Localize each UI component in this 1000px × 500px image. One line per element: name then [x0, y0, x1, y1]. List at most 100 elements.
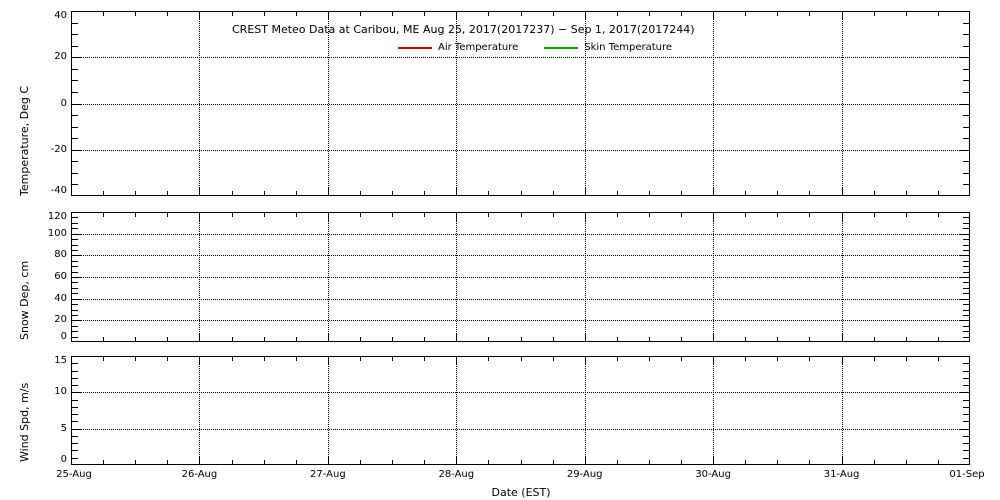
ytick-minor [71, 228, 78, 229]
xtick-minor [103, 191, 104, 196]
xtick-minor [264, 356, 265, 361]
xtick-minor [135, 11, 136, 16]
panel-snow-depth [71, 212, 970, 342]
ytick-minor [71, 315, 78, 316]
xtick-major [585, 187, 586, 196]
ytick-minor [71, 184, 78, 185]
ytick-label: 120 [47, 211, 67, 222]
ytick-minor [963, 414, 970, 415]
xtick-minor [809, 337, 810, 342]
xtick-minor [777, 212, 778, 217]
ytick-minor [963, 385, 970, 386]
xtick-minor [360, 460, 361, 465]
xtick-major [199, 11, 200, 20]
gridline-horizontal [71, 392, 970, 394]
xtick-major [456, 11, 457, 20]
ytick-minor [963, 293, 970, 294]
legend-swatch [398, 46, 432, 49]
xtick-major [585, 356, 586, 365]
xtick-minor [938, 460, 939, 465]
ytick-minor [71, 458, 78, 459]
ytick-major [959, 255, 970, 256]
chart-legend: Air Temperature Skin Temperature [398, 42, 698, 54]
xtick-minor [360, 212, 361, 217]
xtick-major [328, 187, 329, 196]
xtick-minor [521, 191, 522, 196]
ytick-minor [963, 261, 970, 262]
xtick-minor [264, 191, 265, 196]
legend-item: Air Temperature [398, 42, 518, 54]
xtick-minor [777, 337, 778, 342]
xtick-minor [938, 212, 939, 217]
xtick-major [713, 187, 714, 196]
ytick-minor [71, 421, 78, 422]
xtick-minor [264, 460, 265, 465]
legend-swatch [544, 46, 579, 49]
ytick-minor [963, 363, 970, 364]
xtick-label: 29-Aug [566, 469, 603, 480]
xtick-minor [617, 11, 618, 16]
gridline-horizontal [71, 255, 970, 257]
ytick-major [959, 104, 970, 105]
xtick-minor [809, 460, 810, 465]
xtick-minor [488, 356, 489, 361]
xtick-major [328, 333, 329, 342]
xtick-major [199, 333, 200, 342]
xtick-major [456, 187, 457, 196]
xtick-minor [745, 212, 746, 217]
xtick-major [328, 11, 329, 20]
xtick-minor [424, 212, 425, 217]
gridline-horizontal [71, 57, 970, 59]
ytick-minor [963, 92, 970, 93]
xtick-minor [681, 337, 682, 342]
gridline-vertical [713, 356, 714, 465]
ytick-minor [963, 250, 970, 251]
ytick-minor [963, 443, 970, 444]
gridline-vertical [199, 356, 200, 465]
ytick-minor [71, 138, 78, 139]
xtick-label: 27-Aug [310, 469, 346, 480]
xtick-minor [392, 212, 393, 217]
xtick-major [199, 212, 200, 221]
ytick-minor [71, 337, 78, 338]
xtick-minor [135, 460, 136, 465]
xtick-minor [777, 356, 778, 361]
xtick-major [585, 212, 586, 221]
xtick-minor [264, 11, 265, 16]
xtick-label: 01-Sep [949, 469, 985, 480]
xtick-minor [745, 191, 746, 196]
xtick-major [713, 333, 714, 342]
xtick-minor [617, 337, 618, 342]
xtick-minor [906, 212, 907, 217]
gridline-vertical [456, 356, 457, 465]
xtick-minor [809, 212, 810, 217]
ytick-label: 5 [60, 422, 67, 434]
gridline-horizontal [71, 320, 970, 322]
gridline-horizontal [71, 233, 970, 235]
gridline-horizontal [71, 298, 970, 300]
gridline-vertical [713, 11, 714, 196]
ytick-major [71, 234, 82, 235]
legend-label: Air Temperature [438, 42, 519, 53]
xtick-minor [874, 212, 875, 217]
ytick-minor [71, 46, 78, 47]
ytick-minor [71, 34, 78, 35]
xtick-minor [521, 337, 522, 342]
xtick-minor [167, 460, 168, 465]
panel-temperature [71, 11, 970, 196]
xtick-minor [264, 212, 265, 217]
xtick-minor [777, 191, 778, 196]
gridline-horizontal [71, 277, 970, 278]
xtick-major [585, 11, 586, 20]
gridline-horizontal [71, 428, 970, 430]
xtick-minor [360, 337, 361, 342]
xtick-minor [392, 460, 393, 465]
ytick-minor [963, 378, 970, 379]
xtick-minor [135, 191, 136, 196]
xtick-minor [521, 356, 522, 361]
ytick-minor [963, 315, 970, 316]
ytick-minor [963, 34, 970, 35]
xtick-minor [521, 212, 522, 217]
ytick-major [71, 299, 82, 300]
gridline-vertical [842, 212, 843, 342]
